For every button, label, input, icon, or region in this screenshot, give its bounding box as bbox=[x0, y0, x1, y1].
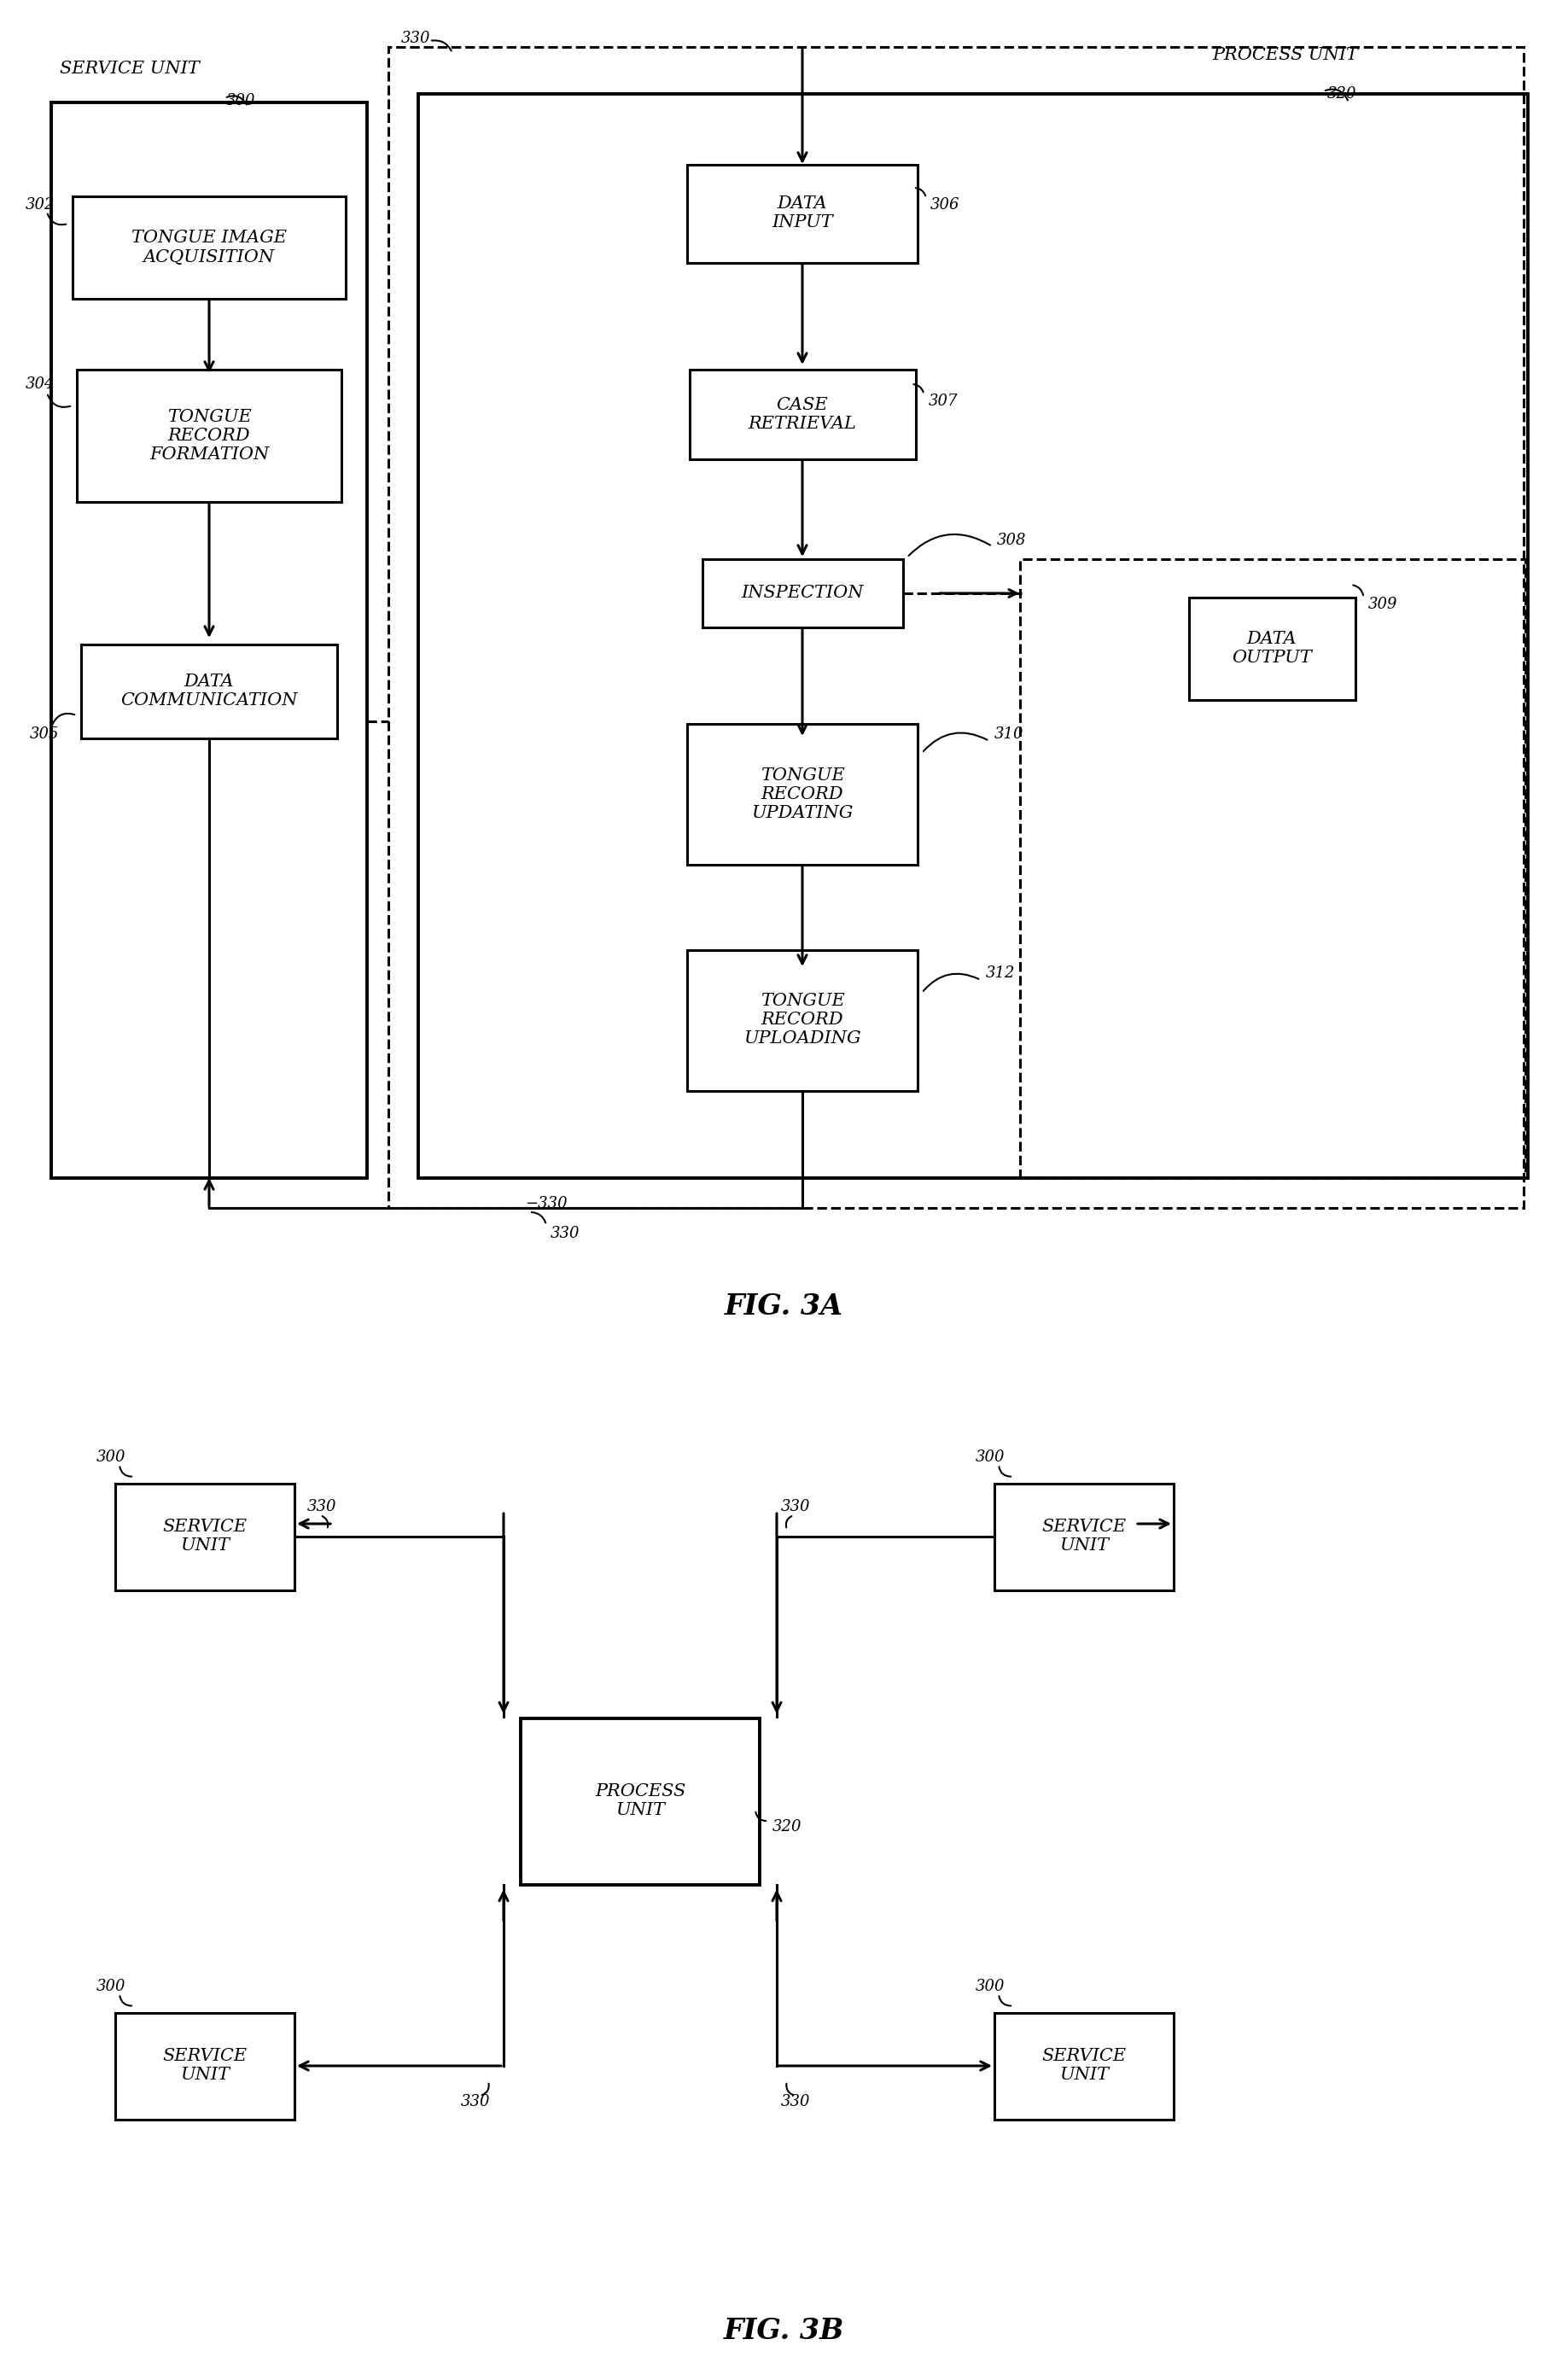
Bar bbox=[687, 724, 917, 864]
Bar bbox=[994, 1483, 1174, 1590]
Text: FIG. 3B: FIG. 3B bbox=[724, 2316, 844, 2344]
Bar bbox=[1189, 597, 1355, 700]
Text: 305: 305 bbox=[30, 726, 60, 743]
Text: 300: 300 bbox=[975, 1449, 1005, 1466]
Bar bbox=[1021, 559, 1526, 1178]
Bar bbox=[77, 369, 342, 502]
Text: CASE
RETRIEVAL: CASE RETRIEVAL bbox=[748, 397, 856, 431]
Bar bbox=[687, 164, 917, 262]
Text: SERVICE
UNIT: SERVICE UNIT bbox=[1041, 1518, 1126, 1554]
Text: 330: 330 bbox=[401, 31, 431, 45]
Bar bbox=[389, 48, 1524, 1209]
Text: 310: 310 bbox=[994, 726, 1024, 743]
Text: DATA
INPUT: DATA INPUT bbox=[771, 195, 833, 231]
Bar bbox=[114, 2013, 295, 2118]
Text: TONGUE
RECORD
UPLOADING: TONGUE RECORD UPLOADING bbox=[743, 992, 861, 1047]
Text: TONGUE IMAGE
ACQUISITION: TONGUE IMAGE ACQUISITION bbox=[132, 231, 287, 264]
Text: INSPECTION: INSPECTION bbox=[742, 585, 864, 602]
Text: 312: 312 bbox=[986, 966, 1016, 981]
Text: 330: 330 bbox=[461, 2094, 491, 2109]
Text: PROCESS
UNIT: PROCESS UNIT bbox=[594, 1783, 685, 1818]
Bar bbox=[419, 93, 1527, 1178]
Text: SERVICE
UNIT: SERVICE UNIT bbox=[163, 2049, 248, 2082]
Bar bbox=[702, 559, 903, 628]
Text: 330: 330 bbox=[781, 1499, 811, 1514]
Text: SERVICE
UNIT: SERVICE UNIT bbox=[1041, 2049, 1126, 2082]
Text: 308: 308 bbox=[997, 533, 1025, 547]
Text: 304: 304 bbox=[25, 376, 55, 393]
Bar bbox=[82, 645, 337, 738]
Text: 330: 330 bbox=[781, 2094, 811, 2109]
Text: 300: 300 bbox=[96, 1449, 125, 1466]
Text: 306: 306 bbox=[930, 198, 960, 212]
Text: 330: 330 bbox=[307, 1499, 337, 1514]
Bar bbox=[72, 195, 345, 300]
Text: SERVICE UNIT: SERVICE UNIT bbox=[60, 60, 199, 76]
Bar bbox=[52, 102, 367, 1178]
Text: 300: 300 bbox=[975, 1980, 1005, 1994]
Text: −330: −330 bbox=[525, 1197, 568, 1211]
Bar bbox=[114, 1483, 295, 1590]
Text: FIG. 3A: FIG. 3A bbox=[724, 1292, 844, 1321]
Text: 302: 302 bbox=[25, 198, 55, 212]
Text: 300: 300 bbox=[226, 93, 256, 109]
Text: PROCESS UNIT: PROCESS UNIT bbox=[1212, 48, 1358, 64]
Text: DATA
COMMUNICATION: DATA COMMUNICATION bbox=[121, 674, 298, 709]
Text: DATA
OUTPUT: DATA OUTPUT bbox=[1232, 631, 1312, 666]
Bar bbox=[994, 2013, 1174, 2118]
Text: TONGUE
RECORD
UPDATING: TONGUE RECORD UPDATING bbox=[751, 766, 853, 821]
Bar bbox=[690, 369, 916, 459]
Text: TONGUE
RECORD
FORMATION: TONGUE RECORD FORMATION bbox=[149, 409, 270, 462]
Bar bbox=[687, 950, 917, 1090]
Text: 320: 320 bbox=[1327, 86, 1356, 102]
Bar bbox=[521, 1718, 759, 1885]
Text: 307: 307 bbox=[928, 393, 958, 409]
Text: 300: 300 bbox=[96, 1980, 125, 1994]
Text: 320: 320 bbox=[773, 1818, 801, 1835]
Text: SERVICE
UNIT: SERVICE UNIT bbox=[163, 1518, 248, 1554]
Text: 330: 330 bbox=[550, 1226, 580, 1242]
Text: 309: 309 bbox=[1367, 597, 1397, 612]
